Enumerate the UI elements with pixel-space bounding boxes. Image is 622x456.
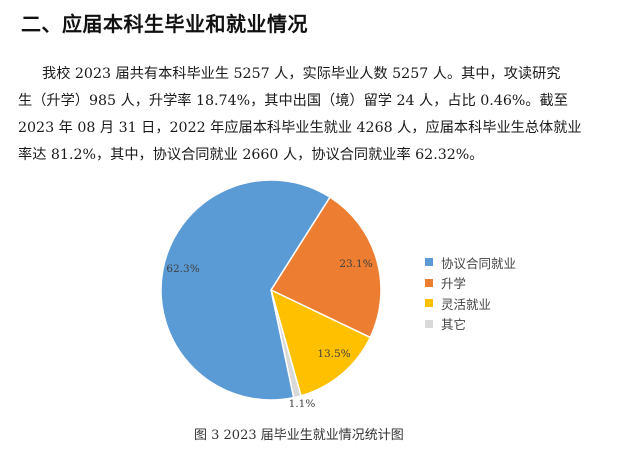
legend-item-further-study: 升学 [425,273,516,294]
pie-slice [160,179,331,401]
pie-chart-svg: 23.1% 13.5% 1.1% 62.3% [160,179,382,410]
body-paragraph: 我校 2023 届共有本科毕业生 5257 人，实际毕业人数 5257 人。其中… [18,61,610,169]
legend-swatch-icon [425,258,433,267]
legend-swatch-icon [425,278,433,287]
figure-caption: 图 3 2023 届毕业生就业情况统计图 [194,428,404,443]
paragraph-line-4: 率达 81.2%，其中，协议合同就业 2660 人，协议合同就业率 62.32%… [18,147,484,163]
legend-item-flexible: 灵活就业 [425,293,516,314]
pie-data-label: 62.3% [166,263,199,275]
legend-label: 协议合同就业 [441,255,517,271]
pie-chart: 23.1% 13.5% 1.1% 62.3% [0,170,622,420]
section-heading: 二、应届本科生毕业和就业情况 [21,12,308,36]
paragraph-line-1: 我校 2023 届共有本科毕业生 5257 人，实际毕业人数 5257 人。其中… [42,66,561,82]
pie-data-label: 13.5% [317,348,350,360]
pie-data-label: 1.1% [289,398,316,410]
pie-slice [269,288,372,397]
legend-item-other: 其它 [425,314,516,335]
legend-label: 灵活就业 [441,296,492,312]
pie-data-label: 23.1% [339,258,372,270]
paragraph-line-2: 生（升学）985 人，升学率 18.74%，其中出国（境）留学 24 人，占比 … [18,93,568,109]
legend-item-agreement: 协议合同就业 [425,252,516,273]
chart-legend: 协议合同就业 升学 灵活就业 其它 [425,252,516,334]
legend-label: 升学 [441,276,467,292]
legend-swatch-icon [425,319,433,328]
paragraph-line-3: 2023 年 08 月 31 日，2022 年应届本科毕业生就业 4268 人，… [18,120,582,136]
legend-label: 其它 [441,317,467,333]
legend-swatch-icon [425,299,433,308]
